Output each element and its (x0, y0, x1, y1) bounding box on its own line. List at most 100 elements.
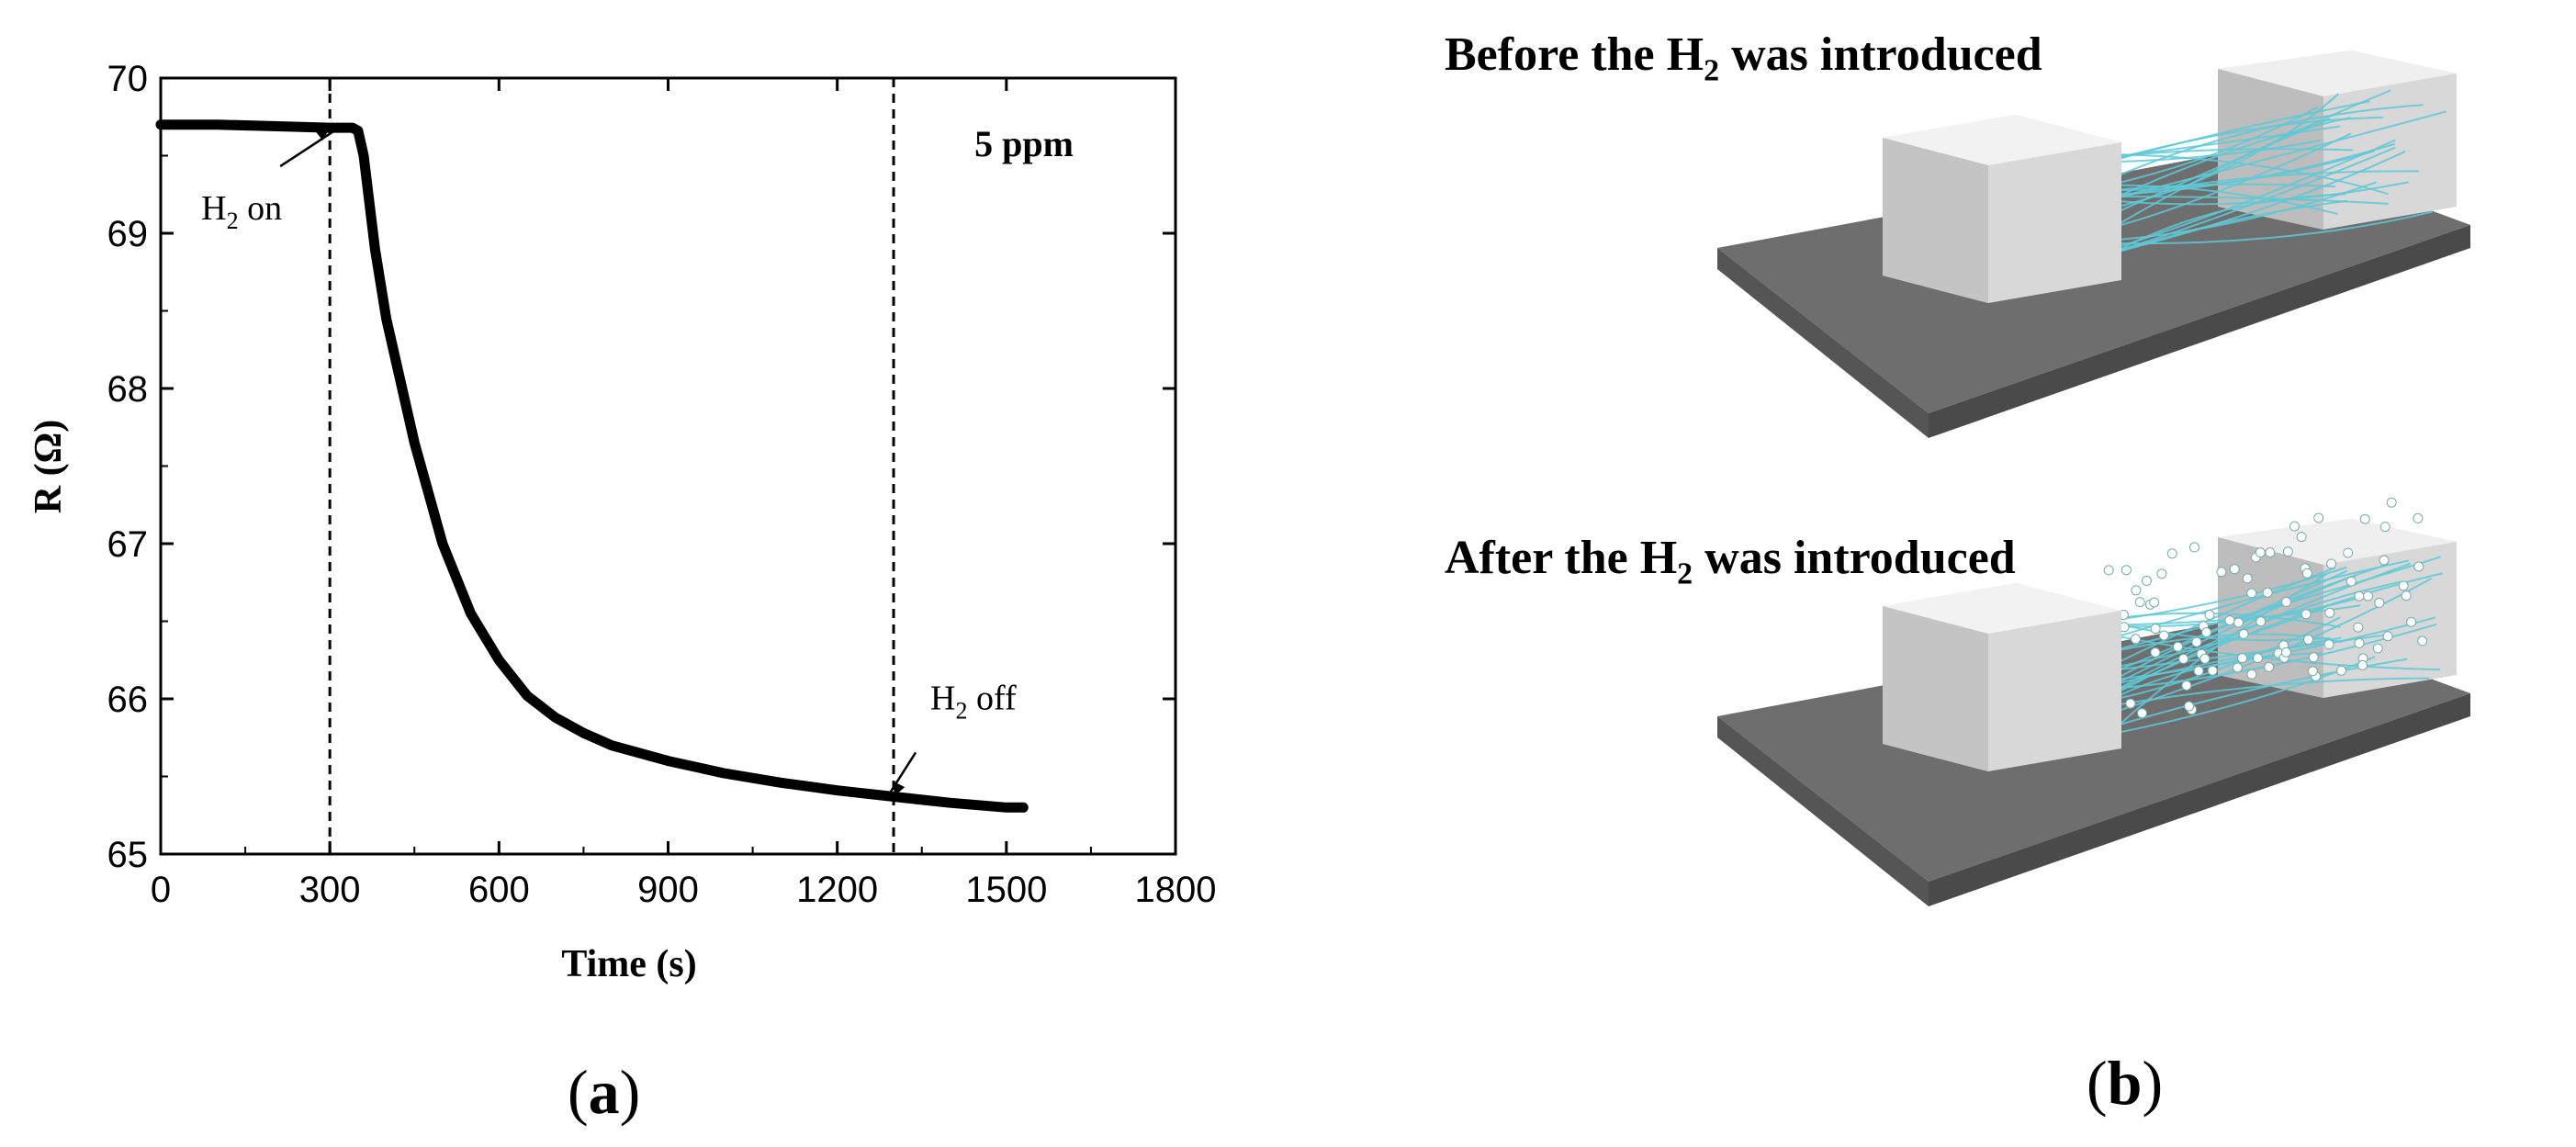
hydrogen-particle (2345, 576, 2357, 587)
hydrogen-particle (2229, 564, 2240, 575)
hydrogen-particle (2150, 647, 2161, 658)
hydrogen-particle (2417, 635, 2428, 647)
panel-b-label: (b) (2087, 1048, 2164, 1118)
hydrogen-particle (2281, 596, 2291, 607)
annotation-arrow (889, 751, 917, 794)
hydrogen-particle (2264, 661, 2275, 672)
hydrogen-particle (2131, 585, 2142, 596)
hydrogen-particle (2216, 567, 2227, 578)
hydrogen-particle (2237, 653, 2248, 664)
substrate-edge-left (1717, 716, 1929, 906)
hydrogen-particle (2280, 647, 2291, 658)
hydrogen-particle (2156, 568, 2167, 579)
hydrogen-particle (2193, 666, 2204, 677)
nanowire (2087, 139, 2396, 258)
hydrogen-particle (2296, 532, 2307, 543)
substrate-edge (1929, 225, 2470, 438)
hydrogen-particle (2401, 590, 2412, 602)
hydrogen-particle (2313, 512, 2324, 523)
hydrogen-particle (2149, 597, 2160, 608)
x-tick-label: 900 (637, 870, 699, 910)
hydrogen-particle (2323, 639, 2334, 650)
hydrogen-particle (2300, 609, 2312, 620)
hydrogen-particle (2379, 555, 2390, 566)
hydrogen-particle (2131, 634, 2141, 645)
x-tick-label: 1200 (796, 870, 878, 910)
scene-before (1717, 51, 2470, 438)
hydrogen-particle (2201, 627, 2212, 638)
left-electrode-top (1883, 583, 2121, 634)
nanowire (2109, 621, 2331, 642)
nanowire (2088, 150, 2406, 260)
nanowire (2098, 556, 2441, 656)
hydrogen-particle (2357, 659, 2368, 670)
x-tick-label: 1500 (965, 870, 1047, 910)
hydrogen-particle (2289, 521, 2300, 532)
nanowires (2085, 89, 2447, 264)
hydrogen-particle (2246, 588, 2257, 599)
hydrogen-particle (2354, 637, 2365, 648)
hydrogen-particle (2150, 624, 2161, 635)
after-title: After the H2 was introduced (1445, 532, 2016, 591)
nanowire (2087, 569, 2348, 683)
left-electrode-top (1883, 115, 2121, 165)
hydrogen-particle (2363, 590, 2373, 602)
substrate-edge (1929, 693, 2470, 906)
hydrogen-particle (2406, 616, 2417, 627)
hydrogen-particle (2301, 568, 2312, 579)
hydrogen-particle (2242, 573, 2253, 584)
hydrogen-particle (2184, 701, 2195, 712)
hydrogen-particle (2326, 558, 2337, 569)
right-electrode-top (2218, 519, 2457, 565)
hydrogen-particle (2224, 615, 2235, 626)
annotation-label: H2 on (201, 189, 282, 234)
hydrogen-particle (2246, 669, 2257, 680)
hydrogen-particle (2199, 653, 2210, 664)
nanowire (2092, 104, 2424, 188)
nanowire (2105, 93, 2340, 211)
y-tick-label: 68 (107, 369, 149, 410)
panel-a-label: (a) (568, 1057, 641, 1127)
hydrogen-particle (2282, 546, 2293, 557)
substrate-edge-left (1717, 248, 1929, 438)
hydrogen-particle (2374, 597, 2385, 608)
hydrogen-particle (2262, 587, 2273, 598)
annotation-arrowhead (894, 782, 906, 797)
hydrogen-particle (2382, 631, 2393, 642)
hydrogen-particle (2386, 497, 2397, 508)
annotation-layer: H2 on H2 off (201, 128, 1017, 797)
y-tick-label: 67 (107, 524, 149, 565)
y-tick-label: 66 (107, 680, 149, 720)
hydrogen-particle (2191, 636, 2202, 647)
hydrogen-particle (2137, 708, 2147, 719)
nanowire (2100, 117, 2351, 206)
nanowire (2116, 604, 2361, 626)
hydrogen-particle (2255, 547, 2266, 558)
hydrogen-particle (2379, 522, 2390, 533)
nanowire (2094, 210, 2433, 245)
y-tick-label: 69 (107, 214, 149, 254)
hydrogen-particle (2173, 641, 2183, 652)
hydrogen-particle (2253, 653, 2263, 664)
hydrogen-particle (2353, 622, 2364, 633)
hydrogen-particle (2134, 597, 2145, 608)
nanowire (2092, 181, 2410, 206)
annotation-label: H2 off (930, 679, 1017, 724)
plot-frame (159, 76, 1177, 856)
hydrogen-particle (2343, 547, 2354, 558)
plot-layer (155, 78, 1029, 854)
hydrogen-particle (2166, 548, 2177, 559)
hydrogen-particle (2372, 643, 2383, 654)
nanowire (2100, 146, 2396, 257)
hydrogen-particle (2238, 628, 2249, 639)
x-tick-label: 0 (151, 870, 171, 910)
hydrogen-particles (2103, 497, 2428, 719)
hydrogen-particle (2255, 616, 2267, 627)
annotation-arrowhead (315, 128, 331, 141)
hydrogen-particle (2398, 580, 2409, 591)
nanowire (2111, 89, 2391, 230)
hydrogen-particle (2189, 542, 2199, 553)
hydrogen-particle (2335, 665, 2346, 676)
hydrogen-particle (2265, 547, 2276, 558)
x-tick-label: 1800 (1135, 870, 1217, 910)
